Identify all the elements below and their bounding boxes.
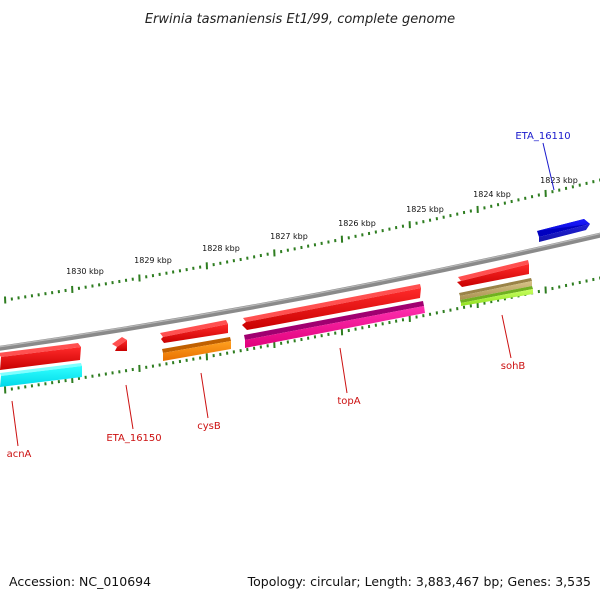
scale-label-1827: 1827 kbp: [270, 232, 308, 241]
leader-line-eta-16110: [542, 142, 555, 191]
gene-sohb-class-b[interactable]: [460, 286, 533, 306]
leader-line-topa: [339, 347, 348, 394]
gene-acna-class[interactable]: [0, 363, 82, 387]
gene-label-eta-16110: ETA_16110: [515, 131, 570, 142]
leader-line-acna: [11, 400, 19, 447]
gene-acna[interactable]: [0, 343, 81, 370]
genome-backbone: [0, 232, 600, 351]
gene-eta-16150[interactable]: [112, 337, 127, 351]
scale-label-1824: 1824 kbp: [473, 190, 511, 199]
scale-label-1825: 1825 kbp: [406, 205, 444, 214]
leader-line-cysb: [200, 372, 209, 419]
accession-text: Accession: NC_010694: [9, 574, 152, 589]
map-title: Erwinia tasmaniensis Et1/99, complete ge…: [145, 12, 455, 27]
gene-topa-class[interactable]: [244, 301, 425, 348]
reverse-scale-ticks: [4, 276, 600, 394]
gene-label-sohb: sohB: [501, 361, 526, 372]
forward-scale-ticks: [4, 178, 600, 304]
leader-line-eta-16150: [125, 384, 134, 430]
gene-sohb[interactable]: [457, 260, 529, 287]
gene-label-cysb: cysB: [197, 421, 221, 432]
scale-label-1830: 1830 kbp: [66, 267, 104, 276]
genome-backbone-highlight: [0, 233, 600, 348]
gene-cysb-class[interactable]: [162, 337, 231, 361]
gene-sohb-class-a[interactable]: [459, 278, 532, 300]
scale-label-1828: 1828 kbp: [202, 244, 240, 253]
topology-text: Topology: circular; Length: 3,883,467 bp…: [247, 574, 591, 589]
gene-label-topa: topA: [337, 396, 360, 407]
scale-label-1829: 1829 kbp: [134, 256, 172, 265]
gene-topa[interactable]: [242, 284, 421, 330]
gene-label-eta-16150: ETA_16150: [106, 433, 161, 444]
gene-label-acna: acnA: [7, 449, 32, 460]
scale-label-1823: 1823 kbp: [540, 176, 578, 185]
gene-cysb[interactable]: [160, 320, 228, 343]
leader-line-sohb: [501, 314, 512, 359]
scale-label-1826: 1826 kbp: [338, 219, 376, 228]
gene-eta-16110[interactable]: [537, 219, 590, 242]
